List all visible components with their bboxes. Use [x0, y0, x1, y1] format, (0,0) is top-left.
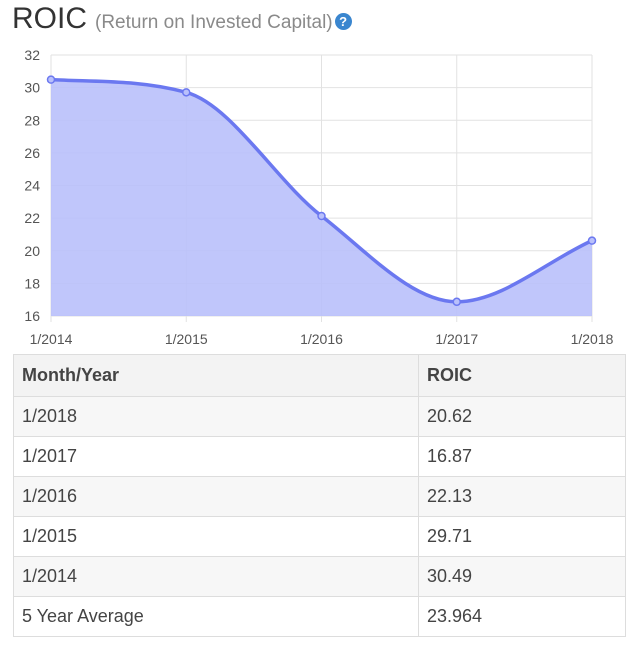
data-point[interactable] [317, 211, 326, 221]
y-tick-label: 18 [24, 275, 40, 291]
table-cell-period: 1/2014 [13, 556, 419, 597]
data-point[interactable] [182, 88, 191, 97]
help-icon[interactable]: ? [334, 13, 352, 30]
x-tick-label: 1/2014 [30, 331, 73, 347]
table-row-average: 5 Year Average 23.964 [13, 596, 626, 637]
column-header-roic: ROIC [418, 354, 626, 397]
table-cell-value: 23.964 [418, 596, 626, 637]
table-cell-period: 1/2018 [13, 396, 419, 437]
table-cell-value: 29.71 [418, 516, 626, 557]
table-row: 1/2014 30.49 [13, 556, 626, 597]
data-point[interactable] [452, 297, 461, 307]
page-subtitle: (Return on Invested Capital) [95, 12, 333, 33]
table-cell-period: 1/2016 [13, 476, 419, 517]
chart-points [46, 75, 597, 307]
table-cell-value: 16.87 [418, 436, 626, 477]
table-cell-value: 22.13 [418, 476, 626, 517]
table-header-row: Month/Year ROIC [13, 354, 626, 397]
table-row: 1/2015 29.71 [13, 516, 626, 557]
table-cell-period: 1/2015 [13, 516, 419, 557]
column-header-month-year: Month/Year [13, 354, 419, 397]
x-tick-label: 1/2018 [571, 331, 614, 347]
table-cell-value: 20.62 [418, 396, 626, 437]
x-tick-label: 1/2016 [300, 331, 343, 347]
table-cell-period: 1/2017 [13, 436, 419, 477]
table-row: 1/2016 22.13 [13, 476, 626, 517]
table-cell-period: 5 Year Average [13, 596, 419, 637]
x-axis-ticks: 1/2014 1/2015 1/2016 1/2017 1/2018 [30, 331, 614, 347]
y-axis-ticks: 16 18 20 22 24 26 28 30 32 [24, 47, 40, 324]
x-tick-label: 1/2017 [435, 331, 478, 347]
y-tick-label: 32 [24, 47, 40, 63]
y-tick-label: 20 [24, 243, 40, 259]
y-tick-label: 16 [24, 308, 40, 324]
table-row: 1/2017 16.87 [13, 436, 626, 477]
roic-table: Month/Year ROIC 1/2018 20.62 1/2017 16.8… [13, 354, 626, 637]
page-title: ROIC [12, 2, 87, 35]
y-tick-label: 24 [24, 178, 40, 194]
area-fill [51, 79, 592, 317]
data-point[interactable] [587, 236, 597, 245]
table-row: 1/2018 20.62 [13, 396, 626, 437]
y-tick-label: 28 [24, 112, 40, 128]
table-cell-value: 30.49 [418, 556, 626, 597]
data-point[interactable] [46, 75, 56, 84]
chart-header: ROIC (Return on Invested Capital) ? [12, 2, 352, 42]
x-tick-label: 1/2015 [165, 331, 208, 347]
y-tick-label: 30 [24, 80, 40, 96]
y-tick-label: 22 [24, 210, 40, 226]
y-tick-label: 26 [24, 145, 40, 161]
